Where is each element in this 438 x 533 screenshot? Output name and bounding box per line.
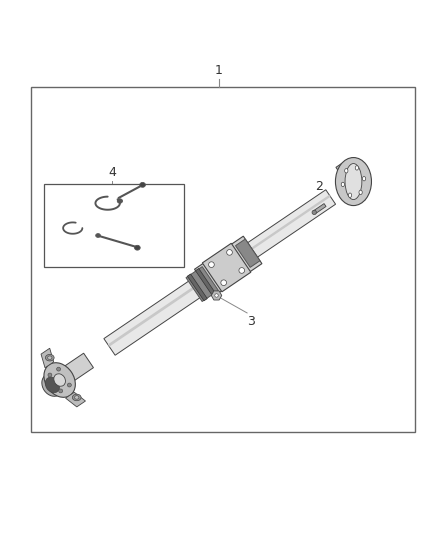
- Polygon shape: [187, 274, 207, 301]
- Polygon shape: [336, 164, 366, 203]
- Ellipse shape: [59, 389, 63, 393]
- Polygon shape: [211, 291, 222, 300]
- Ellipse shape: [359, 190, 362, 195]
- Text: 3: 3: [247, 315, 255, 328]
- Polygon shape: [104, 270, 216, 355]
- Ellipse shape: [215, 294, 218, 297]
- Ellipse shape: [239, 268, 244, 273]
- Ellipse shape: [355, 166, 359, 170]
- Polygon shape: [236, 239, 260, 268]
- Ellipse shape: [345, 164, 362, 199]
- Ellipse shape: [44, 363, 75, 397]
- Ellipse shape: [67, 383, 71, 387]
- Ellipse shape: [208, 262, 214, 268]
- Ellipse shape: [46, 354, 54, 361]
- Ellipse shape: [134, 245, 140, 250]
- Polygon shape: [238, 195, 331, 259]
- Polygon shape: [195, 269, 215, 295]
- Ellipse shape: [221, 280, 226, 286]
- Polygon shape: [62, 353, 93, 382]
- Polygon shape: [66, 392, 85, 407]
- Ellipse shape: [336, 158, 371, 206]
- Text: 2: 2: [315, 180, 323, 193]
- Ellipse shape: [95, 233, 100, 238]
- Polygon shape: [41, 348, 54, 368]
- Text: 1: 1: [215, 63, 223, 77]
- Ellipse shape: [45, 377, 60, 393]
- Ellipse shape: [74, 395, 79, 399]
- Ellipse shape: [140, 182, 145, 187]
- Ellipse shape: [341, 182, 345, 187]
- Polygon shape: [313, 204, 326, 214]
- Ellipse shape: [362, 176, 366, 181]
- Polygon shape: [194, 236, 262, 297]
- Polygon shape: [202, 243, 251, 292]
- Ellipse shape: [227, 249, 232, 255]
- Polygon shape: [186, 266, 219, 302]
- Ellipse shape: [345, 168, 348, 173]
- Bar: [44, 183, 184, 266]
- Ellipse shape: [117, 199, 123, 203]
- Polygon shape: [235, 190, 336, 266]
- Ellipse shape: [57, 367, 60, 371]
- Ellipse shape: [348, 193, 352, 197]
- Ellipse shape: [72, 394, 81, 401]
- Ellipse shape: [48, 373, 52, 377]
- Ellipse shape: [54, 374, 65, 386]
- Polygon shape: [108, 276, 210, 346]
- Ellipse shape: [42, 374, 63, 396]
- Text: 4: 4: [108, 166, 116, 179]
- Ellipse shape: [48, 356, 52, 359]
- Ellipse shape: [312, 210, 316, 215]
